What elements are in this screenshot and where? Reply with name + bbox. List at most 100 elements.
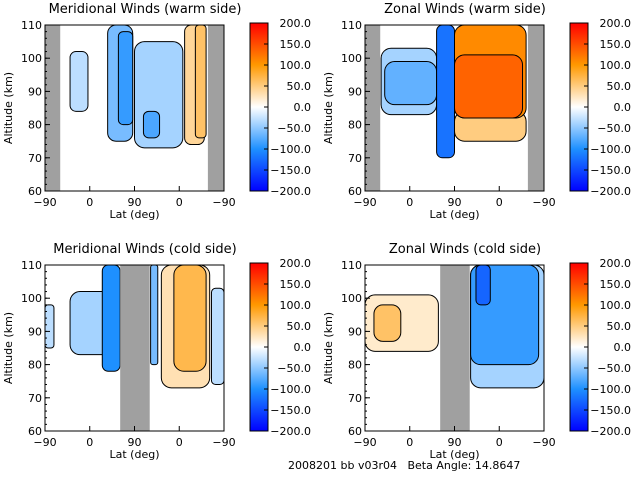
y-tick-label: 100 [21, 292, 42, 305]
x-tick-label: 90 [128, 436, 142, 449]
colorbar-tick-label: 100.0 [600, 299, 632, 312]
y-tick-label: 90 [348, 325, 362, 338]
y-tick-label: 80 [348, 119, 362, 132]
y-tick-label: 60 [348, 185, 362, 198]
colorbar-tick-label: 0.0 [614, 101, 632, 114]
x-tick-label: 0 [406, 436, 413, 449]
y-tick-label: 70 [348, 152, 362, 165]
panel-zonal-cold: Zonal Winds (cold side) 60 70 80 90 100 110 −9… [320, 240, 640, 480]
colorbar-tick-label: −50.0 [597, 362, 631, 375]
x-tick-label: 0 [496, 196, 503, 209]
y-tick-label: 70 [28, 392, 42, 405]
chart-title: Meridional Winds (cold side) [53, 242, 237, 257]
contour-region [150, 264, 159, 366]
x-tick-label: 90 [448, 196, 462, 209]
colorbar-tick-label: 50.0 [607, 80, 632, 93]
x-axis-label: Lat (deg) [430, 448, 480, 461]
chart-svg: 60 70 80 90 100 110 −90 0 90 0 −90 Lat (deg) Altitud… [2, 257, 312, 461]
contour-region [101, 264, 121, 372]
colorbar-tick-label: −100.0 [590, 383, 631, 396]
colorbar-tick-label: −100.0 [270, 143, 311, 156]
x-tick-label: 90 [448, 436, 462, 449]
colorbar-tick-label: 100.0 [600, 59, 632, 72]
y-tick-label: 80 [28, 359, 42, 372]
contour-region [475, 264, 491, 306]
colorbar-tick-label: −100.0 [270, 383, 311, 396]
colorbar-tick-label: 0.0 [294, 341, 312, 354]
x-tick-label: 0 [86, 436, 93, 449]
y-tick-label: 110 [21, 259, 42, 272]
contour-region [117, 31, 134, 126]
x-tick-label: −90 [353, 436, 376, 449]
chart-title: Zonal Winds (cold side) [388, 242, 542, 257]
colorbar-tick-label: 200.0 [280, 257, 312, 270]
y-tick-label: 70 [348, 392, 362, 405]
x-tick-label: −90 [532, 436, 555, 449]
y-tick-label: 70 [28, 152, 42, 165]
contour-region [69, 51, 89, 112]
y-tick-label: 100 [21, 52, 42, 65]
colorbar-tick-label: −200.0 [590, 185, 631, 198]
y-tick-label: 90 [348, 85, 362, 98]
colorbar-tick-label: −200.0 [270, 425, 311, 438]
contour-region [194, 24, 207, 139]
y-tick-label: 90 [28, 85, 42, 98]
colorbar-tick-label: 200.0 [280, 17, 312, 30]
x-tick-label: 90 [128, 196, 142, 209]
colorbar-tick-label: 0.0 [294, 101, 312, 114]
y-axis-label: Altitude (km) [2, 72, 15, 144]
x-tick-label: 0 [86, 196, 93, 209]
contour-region [384, 61, 438, 106]
x-tick-label: −90 [212, 196, 235, 209]
contour-region [373, 304, 402, 342]
colorbar-tick-label: 150.0 [600, 38, 632, 51]
y-tick-label: 90 [28, 325, 42, 338]
colorbar-tick-label: 100.0 [280, 299, 312, 312]
x-tick-label: −90 [532, 196, 555, 209]
y-axis-label: Altitude (km) [2, 312, 15, 384]
y-tick-label: 80 [348, 359, 362, 372]
y-tick-label: 60 [28, 185, 42, 198]
panel-meridional-cold: Meridional Winds (cold side) 60 70 80 90 100… [0, 240, 320, 480]
contour-region [436, 24, 455, 159]
x-tick-label: −90 [33, 196, 56, 209]
colorbar-tick-label: −50.0 [277, 122, 311, 135]
masked-region [365, 25, 381, 191]
x-axis-label: Lat (deg) [110, 448, 160, 461]
colorbar-tick-label: 50.0 [287, 320, 312, 333]
chart-title: Zonal Winds (warm side) [384, 2, 546, 17]
y-tick-label: 80 [28, 119, 42, 132]
colorbar-tick-label: −150.0 [590, 404, 631, 417]
x-tick-label: 0 [176, 436, 183, 449]
colorbar-tick-label: 50.0 [607, 320, 632, 333]
colorbar-tick-label: 150.0 [280, 38, 312, 51]
y-tick-label: 100 [341, 292, 362, 305]
colorbar-tick-label: −50.0 [277, 362, 311, 375]
colorbar-tick-label: 0.0 [614, 341, 632, 354]
chart-title: Meridional Winds (warm side) [48, 2, 242, 17]
chart-svg: 60 70 80 90 100 110 −90 0 90 0 −90 Lat (deg) Altitud… [2, 17, 312, 221]
x-tick-label: 0 [406, 196, 413, 209]
colorbar-tick-label: 200.0 [600, 17, 632, 30]
y-tick-label: 60 [348, 425, 362, 438]
y-tick-label: 110 [21, 19, 42, 32]
contour-region [454, 54, 524, 119]
colorbar-tick-label: −100.0 [590, 143, 631, 156]
x-tick-label: −90 [33, 436, 56, 449]
contour-region [173, 264, 207, 372]
x-axis-label: Lat (deg) [110, 208, 160, 221]
x-axis-label: Lat (deg) [430, 208, 480, 221]
colorbar-tick-label: 100.0 [280, 59, 312, 72]
colorbar-tick-label: −200.0 [590, 425, 631, 438]
colorbar-tick-label: 200.0 [600, 257, 632, 270]
colorbar-tick-label: 150.0 [280, 278, 312, 291]
masked-region [120, 265, 150, 431]
masked-region [207, 25, 224, 191]
footer-info: 2008201 bb v03r04 Beta Angle: 14.8647 [288, 459, 521, 472]
x-tick-label: −90 [353, 196, 376, 209]
colorbar-tick-label: −200.0 [270, 185, 311, 198]
masked-region [45, 25, 61, 191]
colorbar-tick-label: 150.0 [600, 278, 632, 291]
colorbar-tick-label: −150.0 [590, 164, 631, 177]
y-tick-label: 110 [341, 259, 362, 272]
